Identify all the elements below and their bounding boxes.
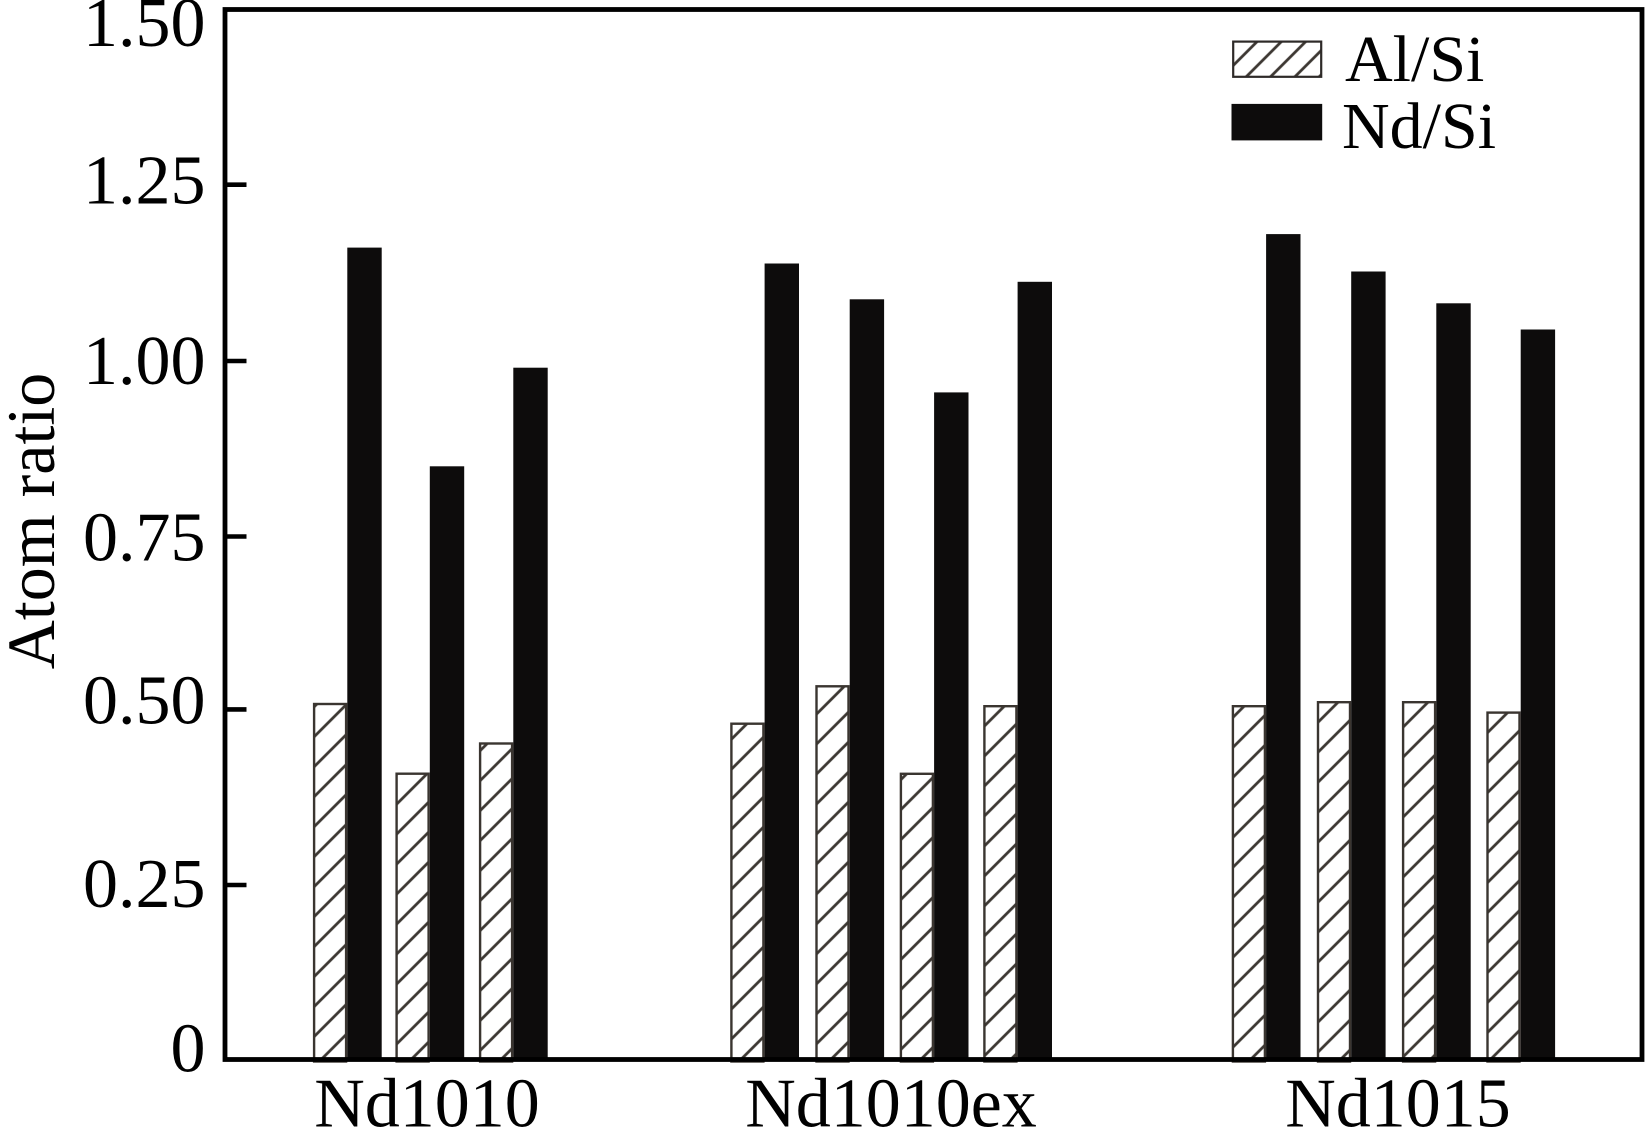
svg-text:Nd1010ex: Nd1010ex — [745, 1066, 1037, 1131]
svg-text:0.25: 0.25 — [83, 846, 206, 923]
svg-text:0.50: 0.50 — [83, 663, 206, 740]
svg-text:Nd1015: Nd1015 — [1285, 1066, 1511, 1131]
svg-text:Nd1010: Nd1010 — [314, 1066, 540, 1131]
svg-text:1.00: 1.00 — [83, 323, 206, 400]
svg-text:1.25: 1.25 — [83, 143, 206, 220]
svg-text:Al/Si: Al/Si — [1345, 23, 1484, 96]
svg-text:Nd/Si: Nd/Si — [1342, 90, 1496, 163]
svg-text:0.75: 0.75 — [83, 500, 206, 577]
svg-text:0: 0 — [171, 1010, 206, 1087]
svg-text:1.50: 1.50 — [83, 0, 206, 62]
svg-text:Atom ratio: Atom ratio — [0, 373, 69, 670]
